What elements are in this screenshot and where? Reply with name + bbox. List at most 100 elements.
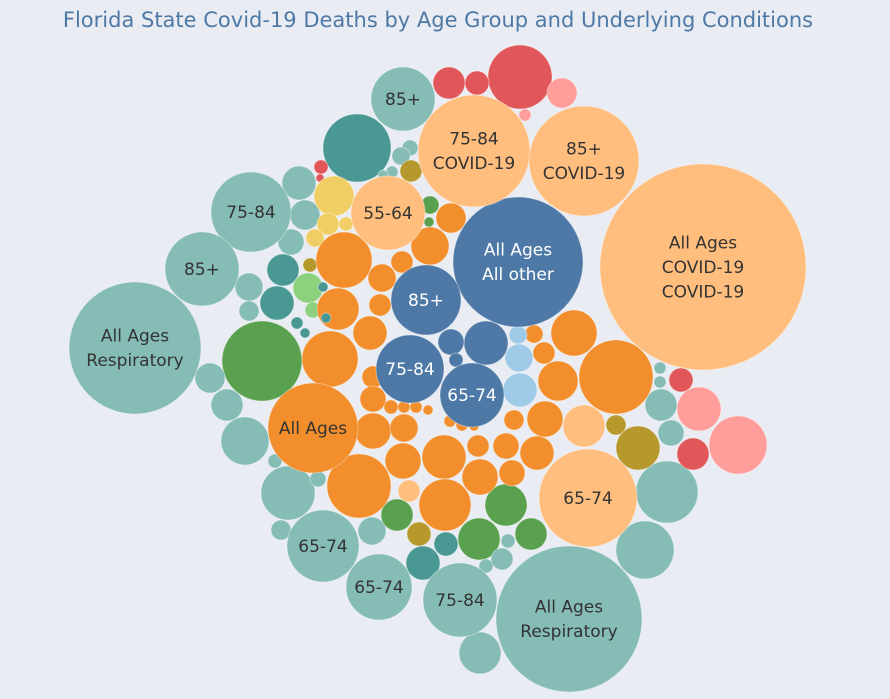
bubble[interactable]: [315, 231, 373, 289]
bubble[interactable]: [457, 517, 501, 561]
bubble[interactable]: [397, 479, 421, 503]
bubble[interactable]: [657, 419, 685, 447]
bubble[interactable]: [578, 339, 654, 415]
bubble[interactable]: [368, 293, 392, 317]
bubble[interactable]: [615, 520, 675, 580]
bubble[interactable]: [357, 516, 387, 546]
bubble[interactable]: [260, 465, 316, 521]
bubble[interactable]: [380, 498, 414, 532]
bubble[interactable]: [504, 343, 534, 373]
bubble[interactable]: [502, 372, 538, 408]
bubble[interactable]: [615, 425, 661, 471]
bubble[interactable]: [391, 146, 411, 166]
bubble[interactable]: [464, 70, 490, 96]
bubble[interactable]: [466, 434, 490, 458]
bubble[interactable]: [220, 416, 270, 466]
labeled-bubble[interactable]: [375, 334, 445, 404]
labeled-bubble[interactable]: [495, 545, 643, 693]
bubble[interactable]: [406, 521, 432, 547]
bubble[interactable]: [500, 533, 516, 549]
bubble[interactable]: [418, 478, 472, 532]
labeled-bubble[interactable]: [267, 382, 359, 474]
labeled-bubble[interactable]: [417, 94, 531, 208]
bubble[interactable]: [322, 113, 392, 183]
bubble[interactable]: [562, 404, 606, 448]
bubble[interactable]: [635, 460, 699, 524]
bubble[interactable]: [352, 315, 388, 351]
bubble[interactable]: [301, 330, 359, 388]
bubble[interactable]: [432, 66, 466, 100]
labeled-bubble[interactable]: [286, 509, 360, 583]
bubble[interactable]: [433, 531, 459, 557]
bubble[interactable]: [313, 175, 355, 217]
bubble[interactable]: [267, 453, 283, 469]
bubble[interactable]: [487, 44, 553, 110]
bubble[interactable]: [435, 202, 467, 234]
bubble[interactable]: [503, 409, 525, 431]
bubble[interactable]: [448, 352, 464, 368]
bubble[interactable]: [524, 324, 544, 344]
bubble[interactable]: [423, 216, 435, 228]
labeled-bubble[interactable]: [599, 163, 807, 371]
bubble[interactable]: [238, 300, 260, 322]
labeled-bubble[interactable]: [452, 196, 584, 328]
bubble[interactable]: [653, 361, 667, 375]
bubble[interactable]: [437, 328, 465, 356]
bubble[interactable]: [405, 545, 441, 581]
bubble[interactable]: [299, 327, 311, 339]
labeled-bubble[interactable]: [422, 562, 498, 638]
bubble[interactable]: [399, 159, 423, 183]
labeled-bubble[interactable]: [439, 362, 505, 428]
bubble[interactable]: [266, 253, 300, 287]
bubble[interactable]: [317, 281, 329, 293]
bubble[interactable]: [367, 263, 397, 293]
bubble[interactable]: [463, 320, 509, 366]
bubble[interactable]: [221, 320, 303, 402]
bubble[interactable]: [410, 226, 450, 266]
bubble[interactable]: [277, 228, 305, 256]
bubble[interactable]: [526, 400, 564, 438]
bubble[interactable]: [461, 458, 499, 496]
bubble[interactable]: [326, 453, 392, 519]
bubble[interactable]: [316, 287, 360, 331]
bubble[interactable]: [305, 228, 325, 248]
labeled-bubble[interactable]: [390, 264, 462, 336]
bubble[interactable]: [389, 413, 419, 443]
bubble[interactable]: [383, 399, 399, 415]
labeled-bubble[interactable]: [528, 105, 640, 217]
bubble[interactable]: [359, 385, 387, 413]
bubble[interactable]: [281, 165, 317, 201]
bubble[interactable]: [194, 362, 226, 394]
bubble[interactable]: [537, 360, 579, 402]
bubble[interactable]: [518, 108, 532, 122]
labeled-bubble[interactable]: [538, 448, 638, 548]
bubble[interactable]: [668, 367, 694, 393]
bubble[interactable]: [302, 257, 318, 273]
bubble[interactable]: [354, 412, 392, 450]
bubble[interactable]: [550, 309, 598, 357]
bubble[interactable]: [290, 316, 304, 330]
bubble[interactable]: [546, 77, 578, 109]
labeled-bubble[interactable]: [350, 175, 426, 251]
bubble[interactable]: [313, 159, 329, 175]
bubble[interactable]: [234, 272, 264, 302]
labeled-bubble[interactable]: [345, 553, 413, 621]
bubble[interactable]: [676, 437, 710, 471]
bubble[interactable]: [605, 414, 627, 436]
bubble[interactable]: [320, 312, 332, 324]
bubble[interactable]: [532, 341, 556, 365]
labeled-bubble[interactable]: [210, 171, 292, 253]
bubble[interactable]: [519, 435, 555, 471]
bubble[interactable]: [644, 388, 678, 422]
bubble[interactable]: [259, 285, 295, 321]
bubble[interactable]: [390, 250, 414, 274]
bubble[interactable]: [508, 325, 528, 345]
bubble[interactable]: [492, 432, 520, 460]
bubble[interactable]: [458, 631, 502, 675]
bubble[interactable]: [708, 415, 768, 475]
bubble[interactable]: [514, 517, 548, 551]
bubble[interactable]: [676, 386, 722, 432]
bubble[interactable]: [498, 459, 526, 487]
labeled-bubble[interactable]: [370, 66, 436, 132]
bubble[interactable]: [653, 375, 667, 389]
